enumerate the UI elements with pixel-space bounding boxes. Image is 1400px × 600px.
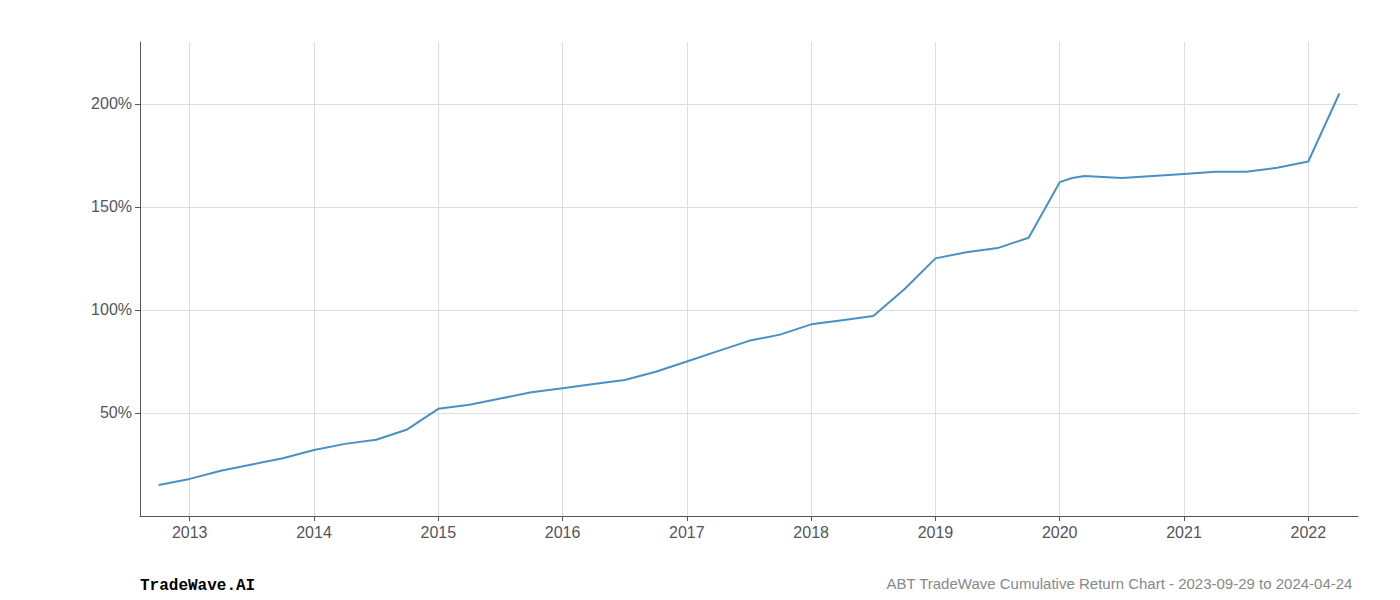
svg-text:50%: 50%: [100, 404, 132, 421]
svg-text:2021: 2021: [1166, 524, 1202, 541]
svg-text:2016: 2016: [545, 524, 581, 541]
svg-text:2015: 2015: [420, 524, 456, 541]
svg-text:100%: 100%: [91, 301, 132, 318]
svg-text:2019: 2019: [918, 524, 954, 541]
svg-text:2014: 2014: [296, 524, 332, 541]
svg-text:150%: 150%: [91, 198, 132, 215]
svg-text:TradeWave.AI: TradeWave.AI: [140, 577, 255, 595]
svg-text:2022: 2022: [1290, 524, 1326, 541]
svg-text:2013: 2013: [172, 524, 208, 541]
svg-text:2017: 2017: [669, 524, 705, 541]
svg-text:ABT TradeWave Cumulative Retur: ABT TradeWave Cumulative Return Chart - …: [886, 575, 1352, 592]
svg-text:2020: 2020: [1042, 524, 1078, 541]
svg-text:2018: 2018: [793, 524, 829, 541]
svg-text:200%: 200%: [91, 95, 132, 112]
